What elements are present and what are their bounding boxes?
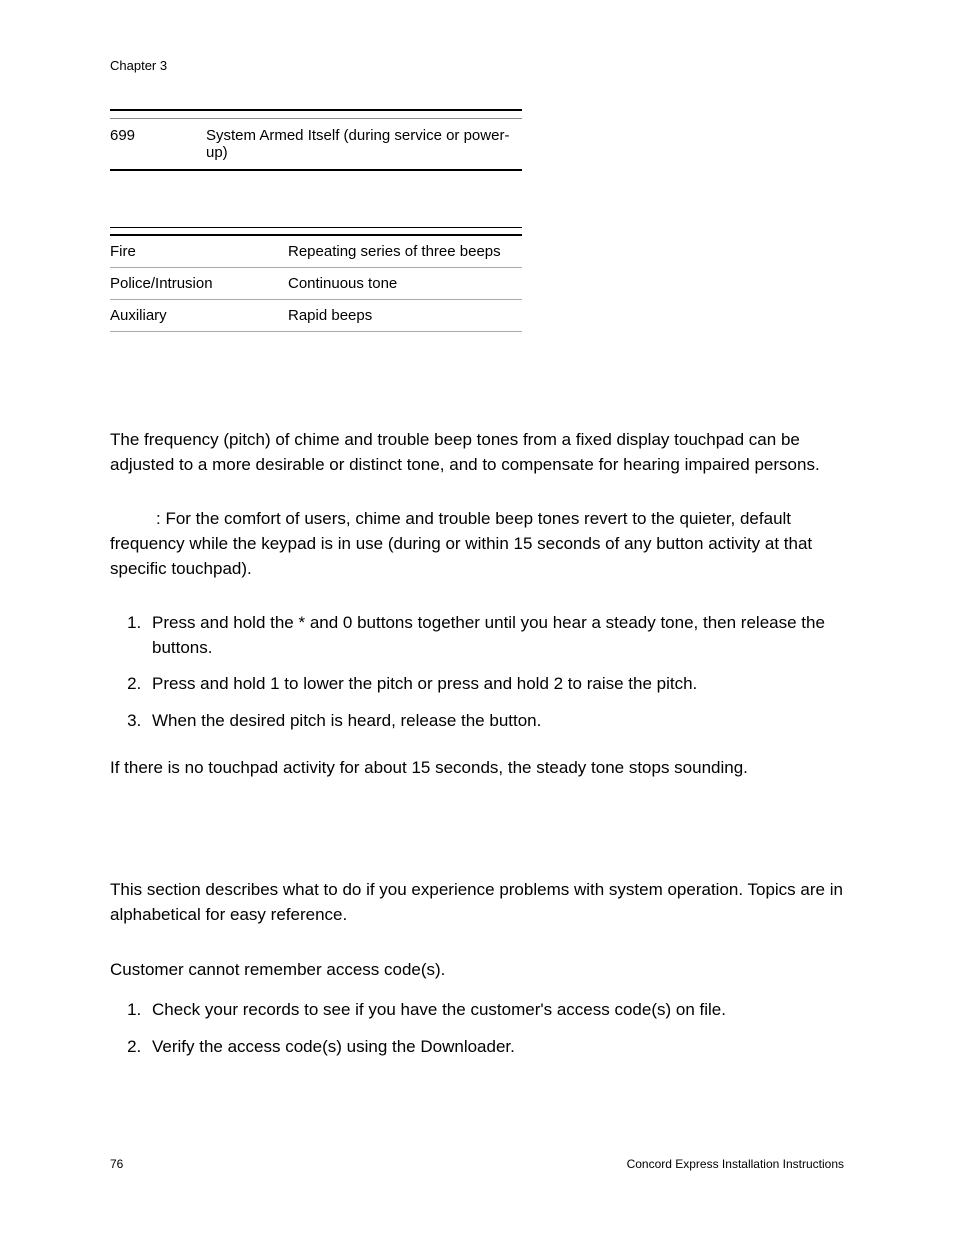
footer-title: Concord Express Installation Instruction… bbox=[627, 1157, 844, 1171]
table-row: 699 System Armed Itself (during service … bbox=[110, 119, 522, 170]
body-paragraph: If there is no touchpad activity for abo… bbox=[110, 756, 844, 781]
sound-type: Fire bbox=[110, 236, 288, 268]
list-item: When the desired pitch is heard, release… bbox=[146, 709, 844, 734]
table-row: Auxiliary Rapid beeps bbox=[110, 300, 522, 332]
note-text: : For the comfort of users, chime and tr… bbox=[110, 509, 812, 577]
list-item: Press and hold 1 to lower the pitch or p… bbox=[146, 672, 844, 697]
sound-type: Auxiliary bbox=[110, 300, 288, 332]
page-footer: 76 Concord Express Installation Instruct… bbox=[110, 1157, 844, 1171]
steps-list: Check your records to see if you have th… bbox=[146, 998, 844, 1059]
table-row: Police/Intrusion Continuous tone bbox=[110, 268, 522, 300]
chapter-header: Chapter 3 bbox=[110, 58, 844, 73]
body-paragraph: This section describes what to do if you… bbox=[110, 878, 844, 927]
sound-desc: Continuous tone bbox=[288, 268, 522, 300]
list-item: Verify the access code(s) using the Down… bbox=[146, 1035, 844, 1060]
code-cell: 699 bbox=[110, 119, 206, 170]
body-paragraph: The frequency (pitch) of chime and troub… bbox=[110, 428, 844, 477]
code-table: 699 System Armed Itself (during service … bbox=[110, 109, 522, 171]
table-row: Fire Repeating series of three beeps bbox=[110, 236, 522, 268]
body-paragraph: Customer cannot remember access code(s). bbox=[110, 958, 844, 983]
sound-desc: Rapid beeps bbox=[288, 300, 522, 332]
list-item: Check your records to see if you have th… bbox=[146, 998, 844, 1023]
sound-type: Police/Intrusion bbox=[110, 268, 288, 300]
sounds-table: Fire Repeating series of three beeps Pol… bbox=[110, 227, 522, 333]
desc-cell: System Armed Itself (during service or p… bbox=[206, 119, 522, 170]
sound-desc: Repeating series of three beeps bbox=[288, 236, 522, 268]
page-number: 76 bbox=[110, 1157, 123, 1171]
body-paragraph: : For the comfort of users, chime and tr… bbox=[110, 507, 844, 581]
steps-list: Press and hold the * and 0 buttons toget… bbox=[146, 611, 844, 734]
list-item: Press and hold the * and 0 buttons toget… bbox=[146, 611, 844, 660]
